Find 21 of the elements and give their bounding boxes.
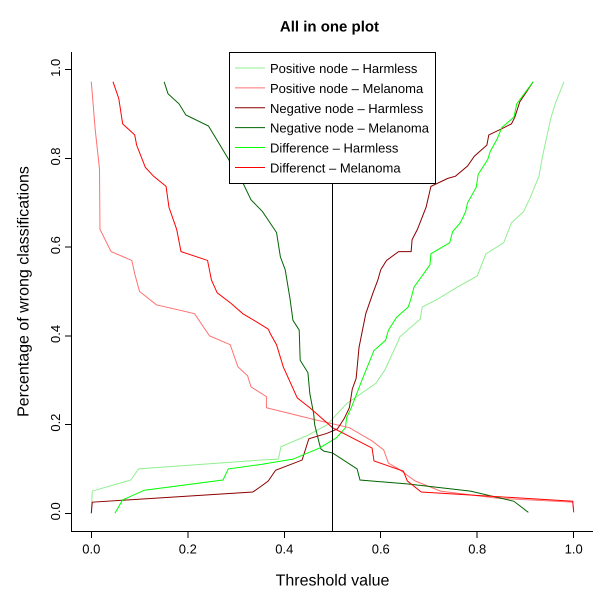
- x-tick-label: 1.0: [564, 542, 583, 557]
- x-tick-label: 0.8: [468, 542, 486, 557]
- x-tick-label: 0.0: [82, 542, 100, 557]
- legend-label: Differenct – Melanoma: [270, 160, 402, 176]
- y-tick-label: 1.0: [48, 58, 63, 77]
- y-tick-label: 0.6: [48, 236, 63, 254]
- legend-label: Negative node – Melanoma: [270, 120, 430, 136]
- x-tick-label: 0.2: [178, 542, 197, 557]
- y-axis-title: Percentage of wrong classifications: [16, 166, 33, 417]
- y-tick-label: 0.4: [48, 324, 63, 343]
- x-tick-label: 0.6: [372, 542, 390, 557]
- x-axis-title: Threshold value: [276, 572, 390, 590]
- x-tick-label: 0.4: [275, 542, 294, 557]
- legend-label: Positive node – Harmless: [270, 61, 418, 76]
- y-tick-label: 0.8: [48, 147, 63, 166]
- chart-title: All in one plot: [280, 18, 380, 36]
- y-tick-label: 0.0: [48, 502, 63, 520]
- legend-label: Positive node – Melanoma: [270, 80, 424, 96]
- legend-label: Negative node – Harmless: [270, 100, 424, 116]
- y-tick-label: 0.2: [48, 414, 63, 432]
- legend-label: Difference – Harmless: [270, 140, 399, 156]
